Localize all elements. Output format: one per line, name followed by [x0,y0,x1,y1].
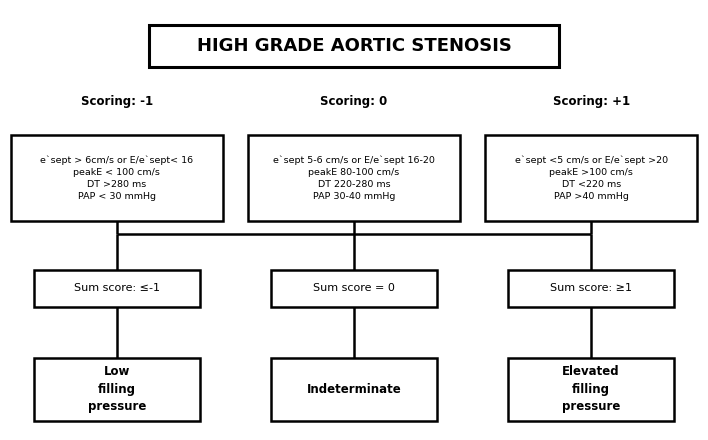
FancyBboxPatch shape [149,25,559,67]
FancyBboxPatch shape [508,357,674,422]
Text: Elevated
filling
pressure: Elevated filling pressure [562,365,620,414]
Text: Indeterminate: Indeterminate [307,383,401,396]
FancyBboxPatch shape [508,269,674,307]
FancyBboxPatch shape [34,357,200,422]
FancyBboxPatch shape [248,136,460,221]
Text: e`sept > 6cm/s or E/e`sept< 16
peakE < 100 cm/s
DT >280 ms
PAP < 30 mmHg: e`sept > 6cm/s or E/e`sept< 16 peakE < 1… [40,155,193,201]
Text: Low
filling
pressure: Low filling pressure [88,365,146,414]
Text: e`sept 5-6 cm/s or E/e`sept 16-20
peakE 80-100 cm/s
DT 220-280 ms
PAP 30-40 mmHg: e`sept 5-6 cm/s or E/e`sept 16-20 peakE … [273,155,435,201]
Text: e`sept <5 cm/s or E/e`sept >20
peakE >100 cm/s
DT <220 ms
PAP >40 mmHg: e`sept <5 cm/s or E/e`sept >20 peakE >10… [515,155,668,201]
Text: Sum score = 0: Sum score = 0 [313,283,395,293]
FancyBboxPatch shape [11,136,223,221]
FancyBboxPatch shape [34,269,200,307]
FancyBboxPatch shape [270,269,437,307]
Text: Scoring: 0: Scoring: 0 [321,95,387,108]
FancyBboxPatch shape [485,136,697,221]
Text: Sum score: ≥1: Sum score: ≥1 [550,283,632,293]
FancyBboxPatch shape [270,357,437,422]
Text: HIGH GRADE AORTIC STENOSIS: HIGH GRADE AORTIC STENOSIS [197,37,511,55]
Text: Scoring: -1: Scoring: -1 [81,95,153,108]
Text: Scoring: +1: Scoring: +1 [553,95,629,108]
Text: Sum score: ≤-1: Sum score: ≤-1 [74,283,160,293]
